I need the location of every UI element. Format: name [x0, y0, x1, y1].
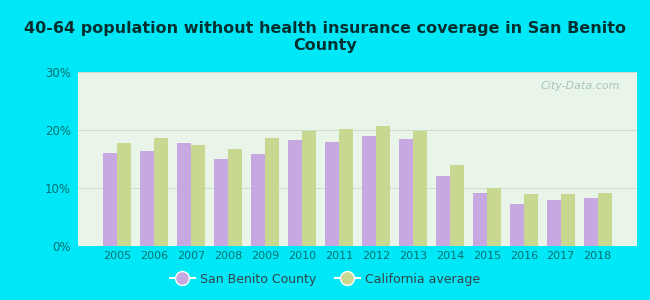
- Bar: [473, 193, 487, 246]
- Bar: [547, 200, 561, 246]
- Bar: [191, 145, 205, 246]
- Bar: [436, 176, 450, 246]
- Bar: [450, 165, 464, 246]
- Bar: [251, 154, 265, 246]
- Bar: [413, 131, 427, 246]
- Bar: [560, 194, 575, 246]
- Bar: [265, 137, 280, 246]
- Bar: [228, 149, 242, 246]
- Bar: [376, 126, 390, 246]
- Bar: [118, 143, 131, 246]
- Bar: [510, 204, 524, 246]
- Bar: [399, 139, 413, 246]
- Legend: San Benito County, California average: San Benito County, California average: [165, 268, 485, 291]
- Bar: [214, 159, 228, 246]
- Bar: [325, 142, 339, 246]
- Bar: [584, 198, 597, 246]
- Bar: [288, 140, 302, 246]
- Bar: [103, 153, 118, 246]
- Bar: [597, 193, 612, 246]
- Bar: [302, 131, 316, 246]
- Bar: [140, 152, 155, 246]
- Bar: [177, 143, 191, 246]
- Bar: [524, 194, 538, 246]
- Bar: [339, 129, 353, 246]
- Bar: [487, 188, 501, 246]
- Text: 40-64 population without health insurance coverage in San Benito
County: 40-64 population without health insuranc…: [24, 21, 626, 53]
- Bar: [362, 136, 376, 246]
- Bar: [155, 137, 168, 246]
- Text: City-Data.com: City-Data.com: [541, 81, 620, 91]
